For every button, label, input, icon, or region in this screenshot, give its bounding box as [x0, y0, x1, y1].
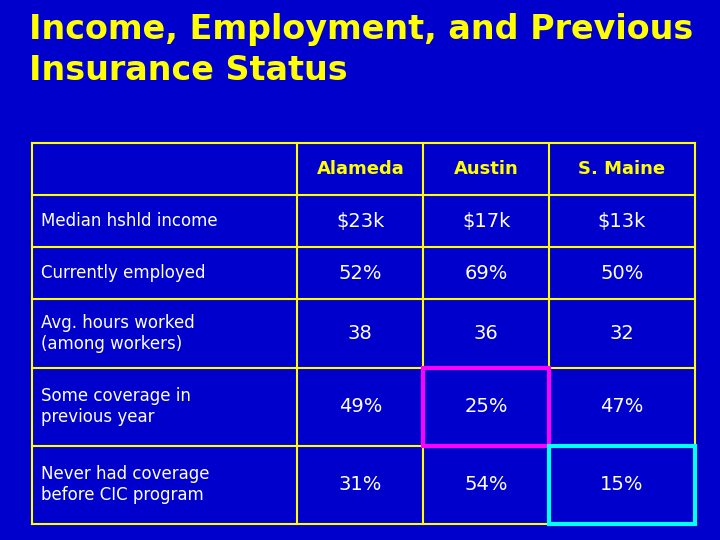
Text: 15%: 15% [600, 475, 644, 494]
Text: 52%: 52% [338, 264, 382, 282]
Text: 54%: 54% [464, 475, 508, 494]
Text: S. Maine: S. Maine [578, 160, 665, 178]
Text: 31%: 31% [338, 475, 382, 494]
Text: 49%: 49% [338, 397, 382, 416]
Text: Avg. hours worked
(among workers): Avg. hours worked (among workers) [41, 314, 195, 353]
Text: Currently employed: Currently employed [41, 264, 205, 282]
Text: 69%: 69% [464, 264, 508, 282]
Text: Median hshld income: Median hshld income [41, 212, 217, 230]
Text: 25%: 25% [464, 397, 508, 416]
Text: Some coverage in
previous year: Some coverage in previous year [41, 387, 191, 426]
Text: 38: 38 [348, 324, 373, 343]
Text: Never had coverage
before CIC program: Never had coverage before CIC program [41, 465, 210, 504]
Text: 47%: 47% [600, 397, 644, 416]
Text: 36: 36 [474, 324, 498, 343]
Text: $17k: $17k [462, 212, 510, 231]
Text: Austin: Austin [454, 160, 518, 178]
Text: Income, Employment, and Previous
Insurance Status: Income, Employment, and Previous Insuran… [29, 14, 693, 87]
Text: 50%: 50% [600, 264, 644, 282]
Text: Alameda: Alameda [316, 160, 404, 178]
Text: $13k: $13k [598, 212, 646, 231]
Text: 32: 32 [610, 324, 634, 343]
Text: $23k: $23k [336, 212, 384, 231]
